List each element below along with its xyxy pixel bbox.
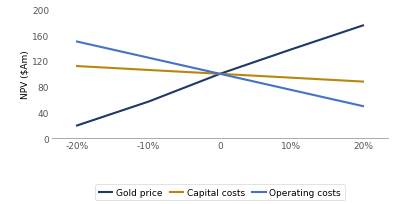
Gold price bbox=[289, 49, 294, 51]
Line: Capital costs: Capital costs bbox=[77, 67, 363, 82]
Capital costs bbox=[146, 69, 151, 72]
Capital costs bbox=[360, 81, 365, 83]
Capital costs bbox=[289, 77, 294, 80]
Legend: Gold price, Capital costs, Operating costs: Gold price, Capital costs, Operating cos… bbox=[95, 184, 345, 201]
Operating costs bbox=[146, 57, 151, 60]
Gold price bbox=[75, 125, 80, 127]
Y-axis label: NPV ($Am): NPV ($Am) bbox=[20, 50, 29, 99]
Capital costs bbox=[75, 65, 80, 68]
Operating costs bbox=[75, 41, 80, 43]
Operating costs bbox=[360, 105, 365, 108]
Gold price bbox=[146, 101, 151, 103]
Gold price bbox=[360, 25, 365, 28]
Line: Gold price: Gold price bbox=[77, 26, 363, 126]
Line: Operating costs: Operating costs bbox=[77, 42, 363, 106]
Gold price bbox=[218, 73, 222, 76]
Operating costs bbox=[218, 73, 222, 76]
Operating costs bbox=[289, 89, 294, 92]
Capital costs bbox=[218, 73, 222, 76]
